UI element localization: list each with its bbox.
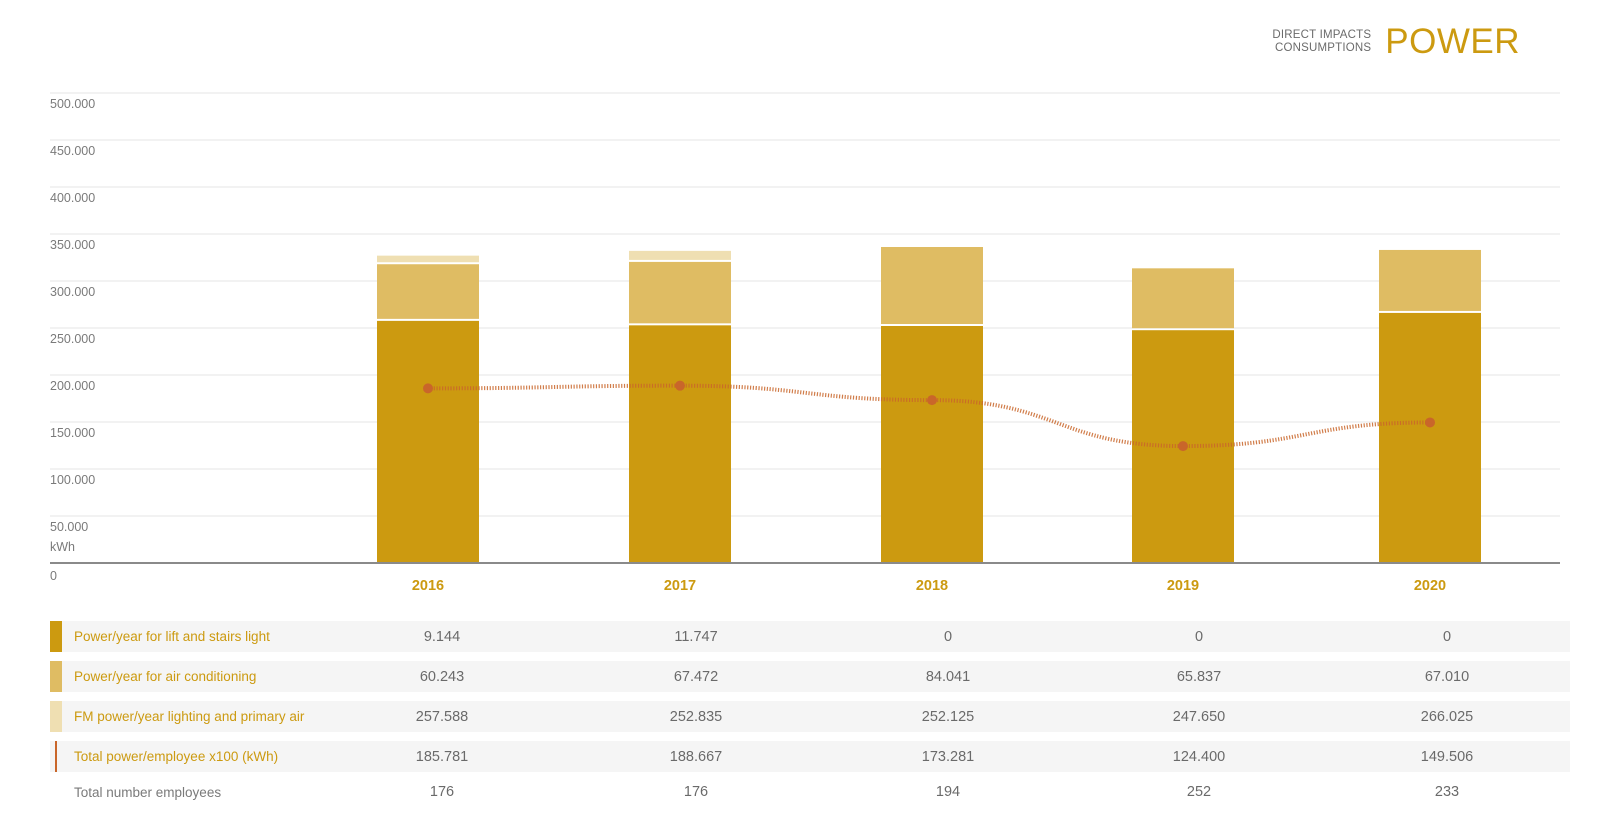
x-tick-label: 2020 [1414,578,1446,594]
legend-swatch [55,741,57,772]
table-cell: 247.650 [1074,701,1324,732]
x-tick-label: 2017 [664,578,696,594]
table-cell: 194 [935,784,961,800]
table-cell: 149.506 [1324,741,1570,772]
legend-swatch [50,701,62,732]
line-point [927,395,937,406]
page-header: DIRECT IMPACTS CONSUMPTIONS POWER [1272,22,1520,62]
table-cell: 188.667 [570,741,822,772]
x-tick-label: 2016 [412,578,444,594]
line-point [1178,441,1188,452]
table-cell: 252 [1186,784,1212,800]
row-label: Power/year for air conditioning [64,661,314,692]
row-total-per-employee: Total power/employee x100 (kWh) 185.781 18… [50,741,1570,772]
row-employees: Total number employees 176 176 194 252 233 [50,781,1570,803]
y-tick-label: 500.000 [50,97,95,111]
legend-swatch-cell [50,661,64,692]
table-cell: 67.010 [1324,661,1570,692]
y-tick-label: 0 [50,569,57,583]
row-label: Total power/employee x100 (kWh) [64,741,314,772]
y-tick-label: 50.000 [50,520,88,534]
bar-lift-stairs [377,255,479,263]
legend-swatch [50,661,62,692]
table-cell: 9.144 [314,621,570,652]
row-lift-stairs: Power/year for lift and stairs light 9.14… [50,621,1570,652]
bar-air-conditioning [1132,268,1234,329]
table-cell: 173.281 [822,741,1074,772]
bar-fm-lighting [881,326,983,563]
y-tick-label: 100.000 [50,473,95,487]
legend-swatch [50,621,62,652]
table-cell: 84.041 [822,661,1074,692]
header-sub-line1: DIRECT IMPACTS [1272,29,1372,41]
y-tick-label: 350.000 [50,238,95,252]
line-point [423,383,433,394]
row-fm-lighting: FM power/year lighting and primary air 25… [50,701,1570,732]
power-chart: 0 50.000 100.000 150.000 200.000 250.000 300.0… [50,92,1560,594]
table-cell: 233 [1434,784,1460,800]
bar-fm-lighting [629,325,731,563]
bar-air-conditioning [881,247,983,325]
table-cell: 185.781 [314,741,570,772]
table-cell: 176 [683,784,709,800]
table-cell: 0 [1074,621,1324,652]
y-tick-label: 400.000 [50,191,95,205]
y-tick-label: 200.000 [50,379,95,393]
bar-fm-lighting [377,320,479,563]
table-cell: 252.125 [822,701,1074,732]
table-cell: 11.747 [570,621,822,652]
row-label: Power/year for lift and stairs light [64,621,314,652]
table-cell: 67.472 [570,661,822,692]
table-cell: 0 [822,621,1074,652]
y-tick-label: 450.000 [50,144,95,158]
table-cell: 266.025 [1324,701,1570,732]
legend-swatch-cell [50,701,64,732]
row-air-conditioning: Power/year for air conditioning 60.243 67.… [50,661,1570,692]
data-table: Power/year for lift and stairs light 9.14… [50,612,1570,812]
table-cell: 60.243 [314,661,570,692]
bar-air-conditioning [1379,249,1481,311]
header-subtitle: DIRECT IMPACTS CONSUMPTIONS [1272,29,1371,55]
page-title: POWER [1385,22,1520,61]
table-cell: 0 [1324,621,1570,652]
y-tick-label: 250.000 [50,332,95,346]
x-tick-label: 2019 [1167,578,1199,594]
row-label: Total number employees [74,784,222,800]
line-point [1425,417,1435,428]
bar-lift-stairs [629,250,731,260]
x-tick-label: 2018 [916,578,948,594]
row-label: FM power/year lighting and primary air [64,701,314,732]
table-cell: 252.835 [570,701,822,732]
y-tick-label: 300.000 [50,285,95,299]
bar-air-conditioning [377,264,479,319]
table-cell: 257.588 [314,701,570,732]
legend-swatch-cell [50,621,64,652]
table-cell: 124.400 [1074,741,1324,772]
line-point [675,380,685,391]
table-cell: 65.837 [1074,661,1324,692]
bar-fm-lighting [1379,312,1481,563]
header-sub-line2: CONSUMPTIONS [1274,42,1372,54]
legend-swatch-cell [50,741,64,772]
bar-air-conditioning [629,261,731,324]
table-cell: 176 [429,784,455,800]
y-axis-unit: kWh [50,540,75,554]
legend-swatch-cell [50,781,64,803]
y-tick-label: 150.000 [50,426,95,440]
